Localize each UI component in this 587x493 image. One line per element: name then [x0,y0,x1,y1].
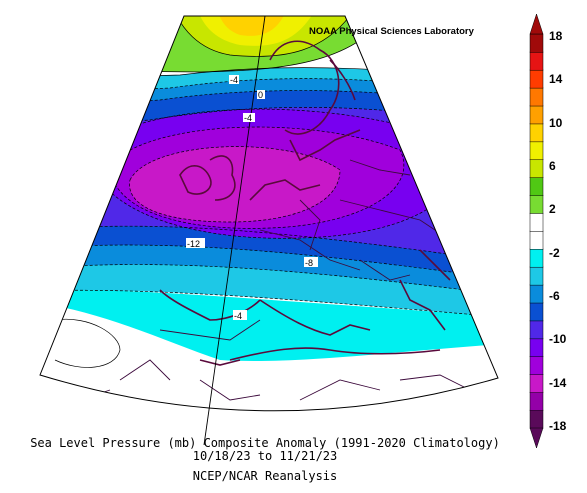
positive-contour-4 [54,318,121,368]
map-outline [39,15,499,412]
colorbar-tick-label: 6 [549,159,556,173]
colorbar-segment [529,105,544,125]
colorbar-tick-label: 2 [549,202,556,217]
colorbar-segment [529,123,544,143]
colorbar-tick-label: 18 [549,29,563,43]
band-minus4 [40,263,498,322]
colorbar-segment [529,87,544,107]
band-north-plus14 [215,16,290,36]
map-source: NCEP/NCAR Reanalysis [192,469,338,483]
colorbar-segment [529,159,544,178]
colorbar-segment [529,302,544,322]
contour-label: -8 [305,258,313,268]
colorbar-segment [529,356,544,375]
colorbar-top-arrow [529,13,544,35]
band-minus6 [40,244,498,302]
colorbar-segment [529,141,544,161]
colorbar-segment [529,51,544,71]
colorbar-tick-label: -6 [549,289,560,303]
colorbar-segment [529,230,544,250]
meridians [203,15,266,446]
contour-label: 0 [258,90,263,100]
colorbar-tick-label: 10 [549,115,563,130]
map-date-range: 10/18/23 to 11/21/23 [192,449,338,463]
colorbar-segment [529,284,544,304]
colorbar-tick-label: -10 [549,332,567,347]
contour-label: -4 [234,311,242,321]
contour-label-group: -4 0 -4 -12 -8 -4 [186,75,318,321]
credit-label: NOAA Physical Sciences Laboratory [309,26,474,37]
colorbar-segment [529,212,544,232]
colorbar-tick-label: -14 [549,375,567,390]
coastlines [159,40,451,366]
colorbar-tick-label: -2 [549,245,560,260]
band-minus2 [40,289,498,361]
colorbar-segment [529,194,544,214]
colorbar-segment [529,266,544,286]
band-minus8 [40,225,498,287]
colorbar-segment [529,409,544,429]
colorbar-segment [529,177,544,196]
colorbar-segment [529,391,544,411]
colorbar-segment [529,338,544,358]
colorbar-bottom-arrow [529,427,544,449]
contour-label: -12 [187,239,200,249]
colorbar-segment [529,320,544,340]
positive-contour-3 [169,16,361,57]
contour-label: -4 [244,113,252,123]
colorbar-segment [529,248,544,268]
contour-label: -4 [230,75,238,85]
colorbar-segment [529,33,544,53]
colorbar [529,13,544,449]
colorbar-segment [529,374,544,393]
map-title: Sea Level Pressure (mb) Composite Anomal… [30,436,500,450]
colorbar-segment [529,69,544,89]
colorbar-tick-label: 14 [549,72,563,87]
colorbar-tick-label: -18 [549,419,567,433]
